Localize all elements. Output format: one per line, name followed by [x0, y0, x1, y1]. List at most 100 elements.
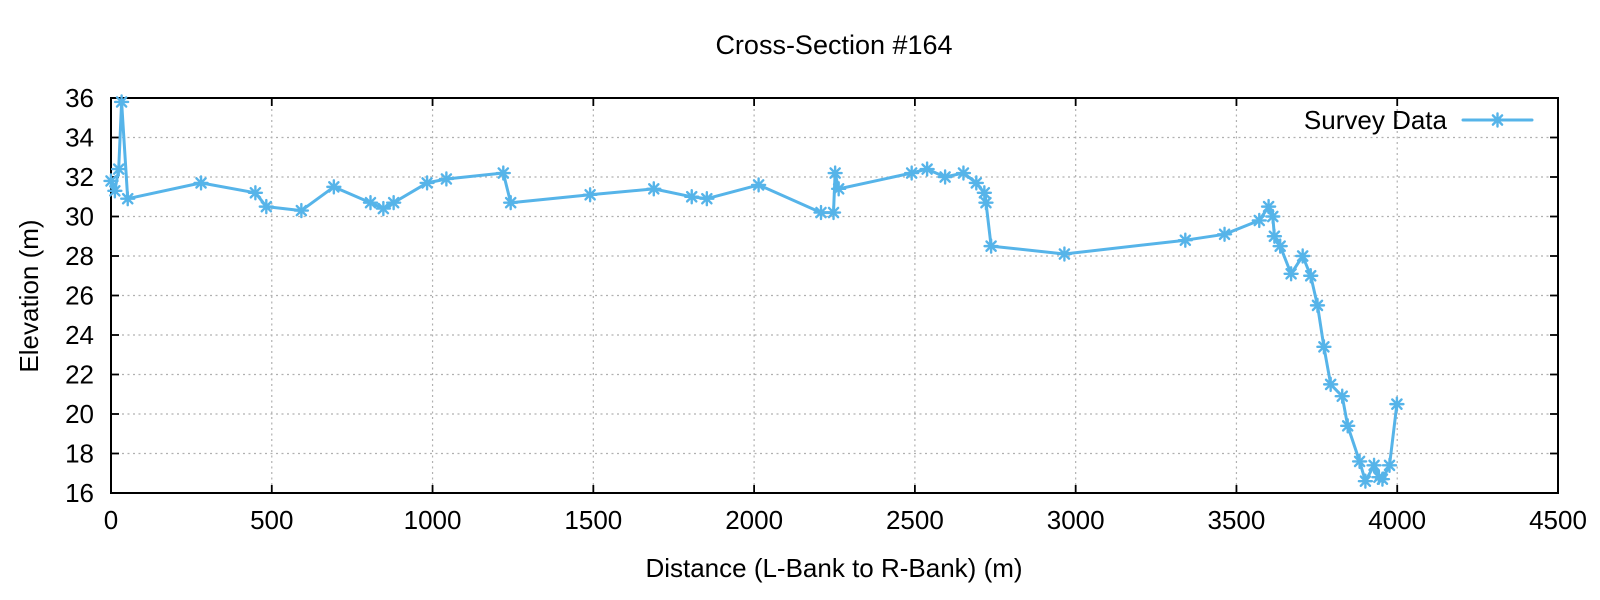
marker-stroke	[1383, 459, 1396, 472]
marker-stroke	[1311, 299, 1324, 312]
marker-stroke	[115, 96, 128, 108]
marker-stroke	[195, 177, 207, 189]
data-point-marker	[1216, 226, 1233, 242]
gridlines	[111, 98, 1558, 493]
data-point-marker	[1283, 266, 1299, 282]
marker-stroke	[109, 185, 121, 197]
y-tick-label: 32	[65, 162, 94, 192]
data-point-marker	[362, 194, 379, 211]
data-point-marker	[1351, 453, 1368, 470]
data-point-marker	[258, 198, 275, 215]
data-point-marker	[247, 185, 264, 201]
data-point-marker	[937, 169, 953, 185]
marker-stroke	[1268, 230, 1281, 243]
marker-stroke	[701, 192, 713, 205]
x-tick-label: 4000	[1368, 505, 1426, 535]
y-tick-label: 30	[65, 202, 94, 232]
y-tick-label: 16	[65, 478, 94, 508]
data-point-marker	[438, 171, 455, 187]
x-tick-label: 4500	[1529, 505, 1587, 535]
marker-stroke	[421, 177, 433, 189]
y-tick-label: 22	[65, 360, 94, 390]
marker-stroke	[328, 181, 340, 193]
marker-stroke	[1336, 390, 1349, 403]
marker-stroke	[1218, 228, 1231, 241]
legend-line-sample	[1461, 112, 1534, 128]
marker-stroke	[647, 183, 660, 195]
marker-stroke	[980, 196, 992, 209]
y-tick-label: 36	[65, 83, 94, 113]
data-point-marker	[699, 191, 715, 207]
data-point-marker	[830, 181, 847, 197]
data-point-marker	[293, 202, 310, 219]
data-point-marker	[1381, 457, 1398, 474]
y-tick-label: 18	[65, 439, 94, 469]
data-point-marker	[976, 185, 993, 201]
x-tick-label: 2500	[886, 505, 944, 535]
marker-stroke	[260, 200, 273, 213]
marker-stroke	[1253, 214, 1266, 227]
data-point-marker	[120, 191, 136, 207]
data-point-marker	[1366, 457, 1382, 474]
data-point-marker	[919, 161, 935, 177]
data-point-marker	[419, 175, 435, 191]
marker-stroke	[440, 173, 453, 185]
legend-label: Survey Data	[1304, 105, 1448, 135]
marker-stroke	[1262, 200, 1275, 213]
marker-stroke	[504, 196, 517, 209]
marker-stroke	[1304, 269, 1317, 282]
data-point-marker	[750, 177, 767, 193]
marker-stroke	[1391, 398, 1403, 410]
data-point-marker	[1266, 228, 1283, 244]
data-point-marker	[385, 194, 402, 211]
plot-border	[110, 97, 1559, 494]
marker-stroke	[1179, 234, 1192, 246]
data-point-marker	[1374, 471, 1391, 487]
marker-stroke	[387, 196, 400, 209]
data-point-marker	[1340, 418, 1356, 434]
marker-stroke	[815, 206, 827, 219]
x-axis-label: Distance (L-Bank to R-Bank) (m)	[645, 553, 1022, 583]
x-tick-label: 2000	[725, 505, 783, 535]
data-point-marker	[375, 200, 392, 217]
data-point-marker	[983, 238, 999, 254]
marker-stroke	[112, 163, 125, 175]
marker-stroke	[685, 190, 698, 203]
marker-stroke	[364, 196, 377, 209]
data-point-marker	[113, 94, 130, 110]
marker-stroke	[921, 163, 933, 175]
marker-stroke	[1491, 114, 1504, 126]
data-point-marker	[955, 165, 972, 181]
x-tick-label: 500	[250, 505, 293, 535]
marker-stroke	[377, 202, 390, 215]
axis-tick-marks	[110, 97, 1559, 494]
data-point-marker	[582, 187, 598, 203]
data-point-marker	[1251, 212, 1267, 229]
marker-stroke	[121, 192, 134, 205]
x-tick-label: 0	[104, 505, 118, 535]
x-tick-label: 1500	[564, 505, 622, 535]
data-point-marker	[684, 189, 700, 205]
data-point-marker	[107, 183, 123, 199]
data-point-marker	[111, 161, 127, 177]
y-tick-label: 34	[65, 123, 94, 153]
x-tick-label: 1000	[404, 505, 462, 535]
data-point-marker	[813, 204, 829, 221]
marker-stroke	[978, 187, 991, 199]
marker-stroke	[295, 204, 308, 217]
data-point-marker	[326, 179, 342, 195]
marker-stroke	[1058, 248, 1071, 260]
data-point-marker	[968, 175, 985, 191]
marker-stroke	[1353, 455, 1366, 468]
marker-stroke	[1285, 267, 1297, 280]
marker-stroke	[1318, 341, 1330, 353]
marker-stroke	[1324, 378, 1337, 391]
data-point-marker	[1334, 388, 1350, 404]
data-point-marker	[1316, 339, 1332, 355]
data-point-marker	[1272, 238, 1288, 254]
marker-stroke	[985, 240, 997, 252]
data-point-marker	[1056, 246, 1073, 262]
x-tick-label: 3000	[1047, 505, 1105, 535]
data-point-marker	[1303, 268, 1319, 284]
